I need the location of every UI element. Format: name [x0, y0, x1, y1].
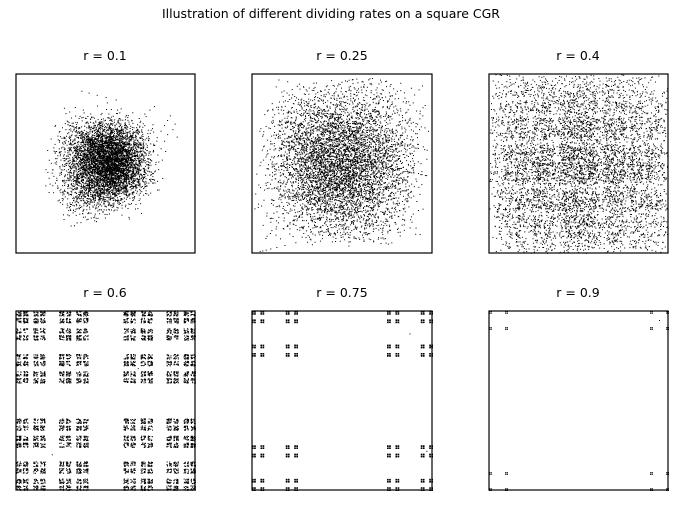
subplot-1-title: r = 0.1: [83, 48, 126, 63]
subplot-5-frame: [251, 310, 433, 491]
subplot-5: r = 0.75: [251, 285, 433, 491]
scatter-points: [254, 78, 430, 253]
figure-title: Illustration of different dividing rates…: [162, 6, 500, 21]
subplot-6: r = 0.9: [488, 285, 669, 491]
subplot-4-frame: [15, 310, 196, 491]
subplot-6-title: r = 0.9: [556, 285, 599, 300]
scatter-points: [489, 311, 669, 491]
subplot-3-points: [489, 74, 669, 254]
subplot-5-title: r = 0.75: [316, 285, 367, 300]
subplot-6-frame: [488, 310, 669, 491]
subplot-4-points: [16, 311, 196, 491]
subplot-3: r = 0.4: [488, 48, 669, 254]
subplot-2-points: [254, 78, 430, 253]
subplot-2-frame: [251, 73, 433, 254]
subplot-3-frame: [488, 73, 669, 254]
subplot-1: r = 0.1: [15, 48, 196, 254]
scatter-points: [252, 311, 433, 491]
subplot-2: r = 0.25: [251, 48, 433, 254]
subplot-2-title: r = 0.25: [316, 48, 367, 63]
subplot-3-title: r = 0.4: [556, 48, 599, 63]
subplot-1-points: [45, 90, 178, 227]
scatter-points: [16, 311, 196, 491]
scatter-points: [45, 90, 178, 227]
scatter-points: [489, 74, 669, 254]
subplot-4: r = 0.6: [15, 285, 196, 491]
subplot-5-points: [252, 311, 433, 491]
subplot-6-points: [489, 311, 669, 491]
subplot-4-title: r = 0.6: [83, 285, 126, 300]
subplot-1-frame: [15, 73, 196, 254]
